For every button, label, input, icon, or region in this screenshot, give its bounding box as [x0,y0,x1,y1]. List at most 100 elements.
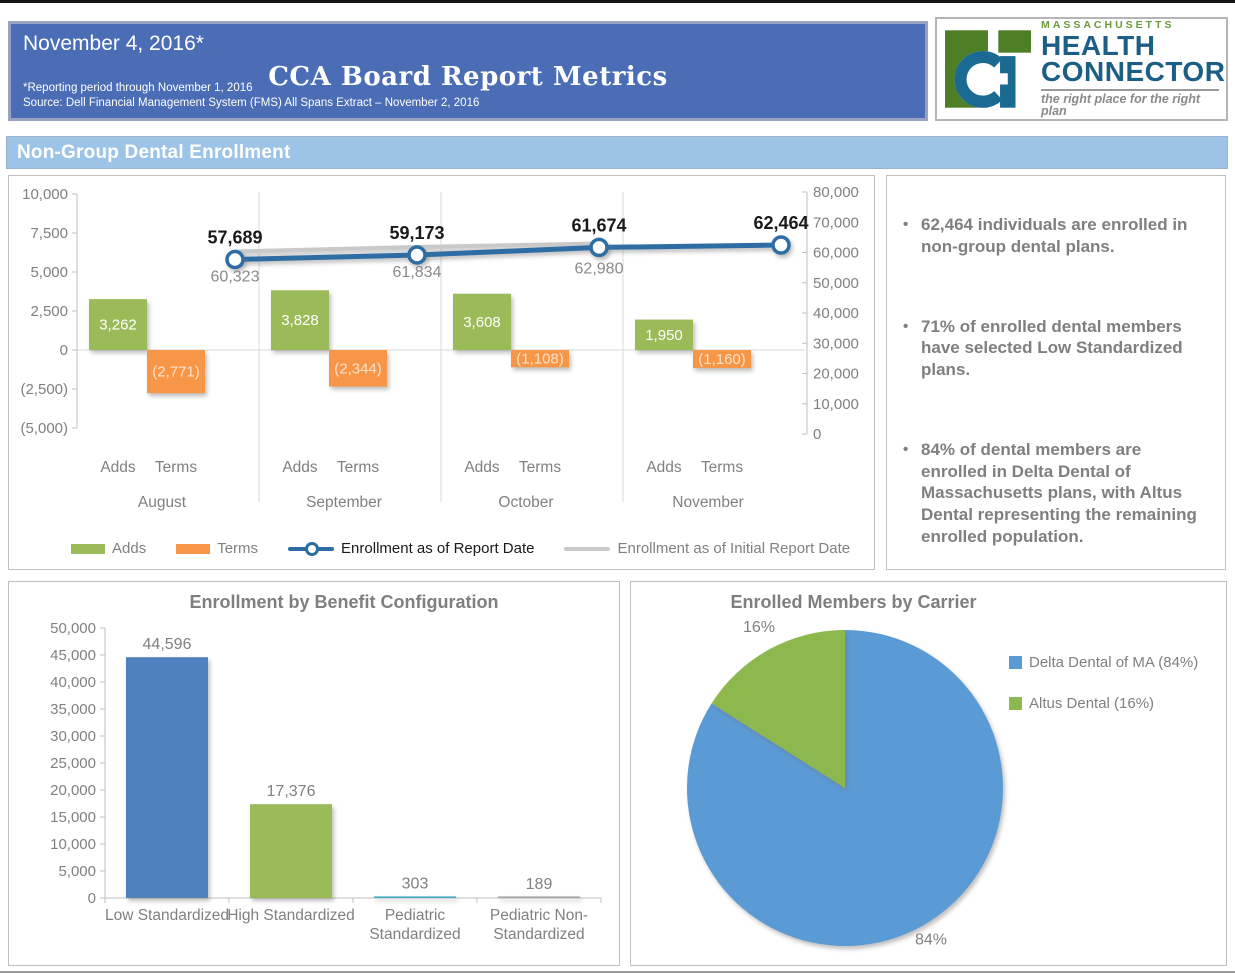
report-date: November 4, 2016* [23,32,204,55]
svg-text:Terms: Terms [701,459,743,476]
pie-chart-title: Enrolled Members by Carrier [730,592,977,612]
svg-text:Terms: Terms [155,459,197,476]
svg-text:Adds: Adds [646,459,682,476]
svg-text:30,000: 30,000 [50,728,96,745]
svg-text:0: 0 [88,890,96,907]
logo-text: MASSACHUSETTS HEALTH CONNECTOR the right… [1041,20,1226,118]
bar-terms [329,350,387,387]
list-item: • 62,464 individuals are enrolled in non-… [903,214,1205,258]
legend-label-adds: Adds [112,540,147,557]
svg-text:September: September [306,494,382,511]
svg-text:5,000: 5,000 [30,264,68,281]
bar [498,896,580,898]
svg-text:Low Standardized: Low Standardized [105,907,229,924]
svg-text:November: November [672,494,744,511]
svg-text:1,950: 1,950 [645,327,683,344]
svg-text:60,323: 60,323 [211,269,260,286]
bullet-icon: • [903,440,909,458]
legend-label-report-date: Enrollment as of Report Date [341,540,535,557]
logo-name-line2: CONNECTOR [1041,56,1226,88]
legend-item-initial-report-date: Enrollment as of Initial Report Date [564,540,850,557]
legend-label-terms: Terms [217,540,259,557]
svg-text:Standardized: Standardized [493,926,584,943]
terms-swatch [176,543,211,554]
legend-item-altus-dental: Altus Dental (16%) [1009,695,1198,712]
svg-text:20,000: 20,000 [50,782,96,799]
svg-text:3,262: 3,262 [99,317,137,334]
svg-text:Standardized: Standardized [369,926,460,943]
list-item: • 84% of dental members are enrolled in D… [903,439,1205,548]
carrier-pie-chart-panel: Enrolled Members by Carrier 84% 16% Delta… [630,581,1227,966]
pie-slice-1 [711,630,845,788]
svg-text:Pediatric: Pediatric [385,907,446,924]
logo-divider [1041,88,1219,91]
line-marker [225,249,245,270]
health-connector-logo: MASSACHUSETTS HEALTH CONNECTOR the right… [935,17,1228,121]
bar [126,657,208,898]
svg-text:15,000: 15,000 [50,809,96,826]
footnote-source: Source: Dell Financial Management System… [23,97,480,110]
benefit-configuration-chart-panel: Enrollment by Benefit Configuration 50,0… [8,581,620,966]
bar-terms [693,350,751,369]
line-marker [589,237,609,258]
logo-h-icon [945,30,1031,108]
svg-text:50,000: 50,000 [813,275,859,292]
svg-text:57,689: 57,689 [207,227,262,247]
svg-text:Adds: Adds [282,459,318,476]
svg-text:40,000: 40,000 [50,674,96,691]
svg-text:(2,500): (2,500) [20,381,68,398]
adds-terms-enrollment-chart: 10,000 7,500 5,000 2,500 0 (2,500) (5,000) 80,0… [20,184,859,511]
svg-text:62,464: 62,464 [753,213,808,233]
line-marker [771,235,791,255]
legend-label-delta-dental: Delta Dental of MA (84%) [1029,654,1199,671]
svg-text:0: 0 [60,342,68,359]
legend-label-altus-dental: Altus Dental (16%) [1029,695,1155,712]
svg-text:(2,771): (2,771) [152,364,200,381]
delta-dental-swatch [1009,656,1022,669]
benefit-chart-title: Enrollment by Benefit Configuration [189,592,499,612]
svg-text:10,000: 10,000 [813,396,859,413]
adds-swatch [71,543,105,554]
svg-text:80,000: 80,000 [813,184,859,201]
svg-text:3,608: 3,608 [463,314,501,331]
svg-text:Pediatric Non-: Pediatric Non- [490,907,588,924]
section-title: Non-Group Dental Enrollment [17,141,291,163]
svg-text:Adds: Adds [100,459,136,476]
svg-text:45,000: 45,000 [50,647,96,664]
bar-adds [453,293,511,350]
svg-text:303: 303 [402,875,429,892]
svg-text:Terms: Terms [519,459,561,476]
svg-text:2,500: 2,500 [30,303,68,320]
svg-text:3,828: 3,828 [281,312,319,329]
line-marker [407,245,427,265]
report-line-marker-icon [305,541,320,556]
logo-name-line1: HEALTH [1041,29,1156,61]
benefit-configuration-bar-chart: 50,000 45,000 40,000 35,000 30,000 25,000 20,0… [50,620,602,943]
bar-terms [147,350,205,394]
svg-text:0: 0 [813,426,821,443]
svg-text:Terms: Terms [337,459,379,476]
bar-adds [635,319,693,350]
report-enrollment-line [234,242,782,262]
page-title: CCA Board Report Metrics [268,62,668,92]
svg-text:20,000: 20,000 [813,366,859,383]
bullet-text: 84% of dental members are enrolled in De… [921,439,1197,546]
bullet-icon: • [903,216,909,233]
svg-text:84%: 84% [915,931,947,948]
bar-adds [271,290,329,350]
list-item: • 71% of enrolled dental members have sel… [903,316,1205,381]
carrier-pie-chart: 84% 16% [687,619,1003,948]
svg-text:60,000: 60,000 [813,245,859,262]
svg-text:(1,160): (1,160) [698,351,746,368]
bullet-text: 71% of enrolled dental members have sele… [921,316,1183,380]
svg-text:(2,344): (2,344) [334,360,382,377]
svg-text:44,596: 44,596 [143,636,192,653]
svg-text:50,000: 50,000 [50,620,96,637]
legend-item-delta-dental: Delta Dental of MA (84%) [1009,654,1198,671]
legend-item-adds: Adds [71,540,146,557]
svg-text:August: August [138,494,187,511]
bar [250,804,332,898]
svg-text:61,834: 61,834 [393,264,442,281]
svg-text:Adds: Adds [464,459,500,476]
